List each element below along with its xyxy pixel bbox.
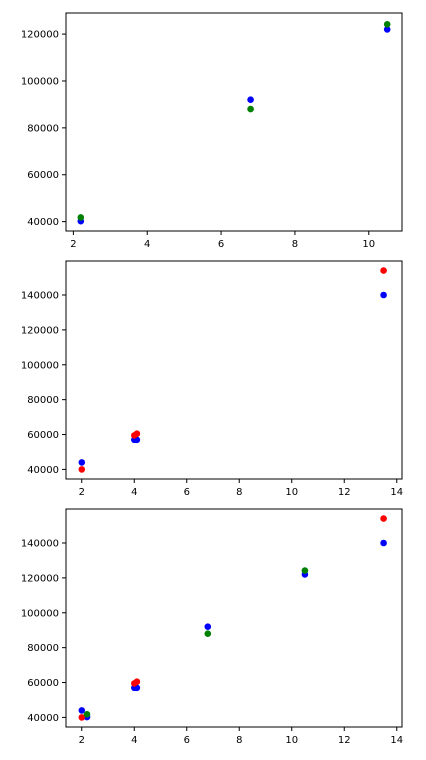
data-point: [133, 678, 141, 685]
x-tick-label: 4: [131, 487, 137, 498]
y-tick-label: 100000: [21, 608, 59, 619]
x-tick-label: 10: [285, 487, 298, 498]
data-point: [380, 539, 387, 547]
data-point: [383, 21, 391, 28]
y-tick-label: 80000: [27, 643, 59, 654]
x-tick-label: 6: [184, 487, 190, 498]
subplot-2: 2 4 6 8 10 12 14 40000 60000 80000 100000 120000 140…: [21, 260, 403, 498]
x-tick-label: 12: [338, 735, 351, 746]
x-tick-label: 2: [79, 487, 85, 498]
plot-frame: [65, 12, 403, 232]
data-point: [83, 711, 91, 718]
x-tick-label: 2: [70, 239, 76, 250]
x-tick-label: 10: [285, 735, 298, 746]
x-tick-label: 8: [292, 239, 298, 250]
data-point: [77, 214, 85, 221]
y-tick-label: 140000: [21, 539, 59, 550]
x-tick-label: 2: [79, 735, 85, 746]
x-tick-label: 10: [362, 239, 375, 250]
y-tick-label: 40000: [27, 217, 59, 228]
data-point: [380, 267, 387, 274]
data-point: [78, 459, 86, 466]
y-tick-label: 120000: [21, 325, 59, 336]
y-tick-label: 60000: [27, 678, 59, 689]
plot-frame: [65, 508, 403, 728]
x-tick-label: 8: [236, 735, 242, 746]
x-tick-label: 14: [390, 735, 403, 746]
data-point: [380, 291, 387, 299]
x-tick-label: 6: [184, 735, 190, 746]
plot-frame: [65, 260, 403, 480]
x-tick-label: 4: [144, 239, 150, 250]
y-tick-label: 100000: [21, 76, 59, 87]
x-tick-label: 8: [236, 487, 242, 498]
y-tick-label: 80000: [27, 395, 59, 406]
subplot-1: 2 4 6 8 10 40000 60000 80000 100000 120000: [21, 12, 403, 250]
x-tick-label: 12: [338, 487, 351, 498]
y-tick-label: 60000: [27, 430, 59, 441]
y-tick-label: 100000: [21, 360, 59, 371]
y-tick-label: 80000: [27, 123, 59, 134]
y-tick-label: 40000: [27, 465, 59, 476]
x-tick-label: 6: [218, 239, 224, 250]
data-point: [301, 567, 309, 574]
data-point: [383, 26, 391, 33]
data-point: [133, 430, 141, 438]
y-tick-label: 140000: [21, 291, 59, 302]
x-tick-label: 4: [131, 735, 137, 746]
data-point: [247, 105, 254, 113]
x-tick-label: 14: [390, 487, 403, 498]
data-point: [78, 707, 86, 714]
y-tick-label: 120000: [21, 573, 59, 584]
data-point: [204, 623, 212, 630]
y-tick-label: 40000: [27, 713, 59, 724]
data-point: [78, 466, 86, 473]
data-point: [380, 515, 387, 522]
data-point: [247, 96, 254, 103]
data-point: [78, 714, 86, 721]
subplot-3: 2 4 6 8 10 12 14 40000 60000 80000 100000 120000 140…: [21, 508, 403, 746]
y-tick-label: 120000: [21, 30, 59, 41]
y-tick-label: 60000: [27, 170, 59, 181]
data-point: [204, 630, 212, 637]
